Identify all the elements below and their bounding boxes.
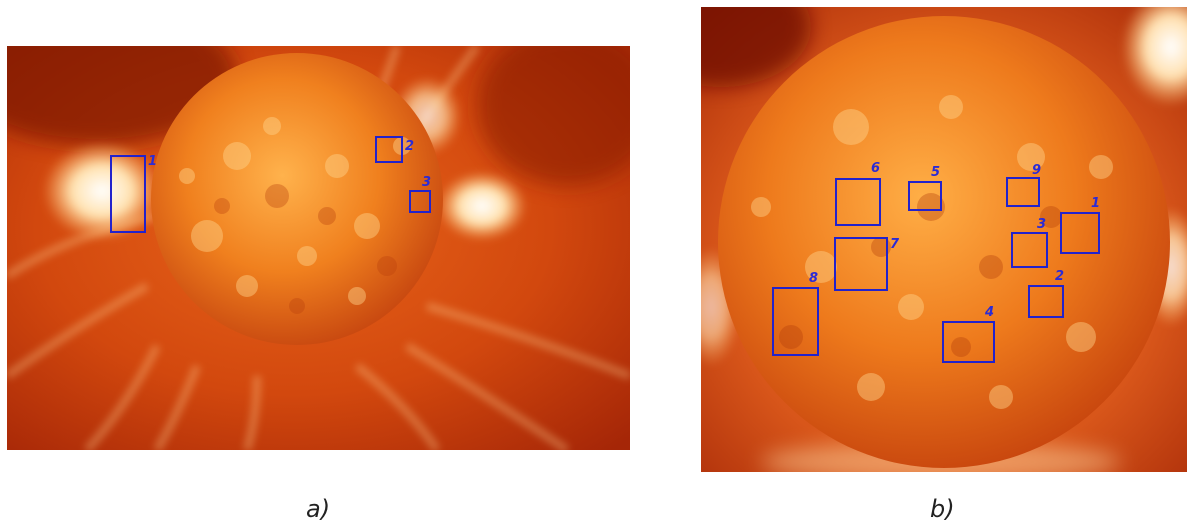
region-label-b-1: 1 xyxy=(1091,196,1100,211)
region-label-b-5: 5 xyxy=(931,165,940,180)
sun-disk-a xyxy=(151,53,443,345)
solar-image-a xyxy=(7,46,630,450)
region-box-b-3 xyxy=(1011,232,1048,268)
solar-image-b xyxy=(701,7,1187,472)
region-label-a-2: 2 xyxy=(405,139,414,154)
region-label-b-4: 4 xyxy=(984,305,994,320)
sun-disk-b xyxy=(718,16,1170,468)
region-label-b-8: 8 xyxy=(809,271,818,286)
region-box-a-3 xyxy=(409,190,431,213)
region-label-b-6: 6 xyxy=(871,161,880,176)
region-box-b-9 xyxy=(1006,177,1040,207)
region-box-b-1 xyxy=(1060,212,1100,254)
region-label-b-2: 2 xyxy=(1055,269,1064,284)
region-label-b-7: 7 xyxy=(890,237,900,252)
region-label-a-1: 1 xyxy=(148,154,157,169)
region-label-b-9: 9 xyxy=(1032,163,1041,178)
region-box-b-7 xyxy=(834,237,888,291)
region-box-b-5 xyxy=(908,181,942,211)
solar-image-b-svg xyxy=(701,7,1187,472)
caption-a: a) xyxy=(306,495,331,523)
region-box-a-1 xyxy=(110,155,146,233)
caption-b: b) xyxy=(930,495,955,523)
region-label-a-3: 3 xyxy=(422,175,431,190)
region-box-a-2 xyxy=(375,136,403,163)
region-box-b-8 xyxy=(772,287,819,356)
region-box-b-2 xyxy=(1028,285,1064,318)
region-box-b-6 xyxy=(835,178,881,226)
region-box-b-4 xyxy=(942,321,995,363)
region-label-b-3: 3 xyxy=(1037,217,1046,232)
solar-image-a-svg xyxy=(7,46,630,450)
